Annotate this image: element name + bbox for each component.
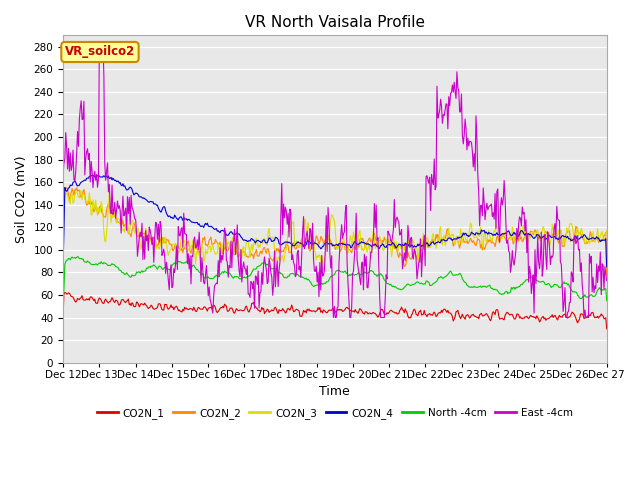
Text: VR_soilco2: VR_soilco2	[65, 46, 135, 59]
Title: VR North Vaisala Profile: VR North Vaisala Profile	[245, 15, 425, 30]
X-axis label: Time: Time	[319, 385, 350, 398]
Y-axis label: Soil CO2 (mV): Soil CO2 (mV)	[15, 155, 28, 243]
Legend: CO2N_1, CO2N_2, CO2N_3, CO2N_4, North -4cm, East -4cm: CO2N_1, CO2N_2, CO2N_3, CO2N_4, North -4…	[93, 404, 577, 423]
